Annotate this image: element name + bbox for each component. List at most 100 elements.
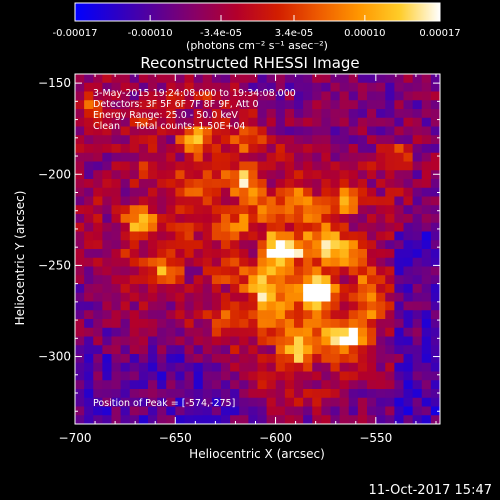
x-tick-label: −650 bbox=[159, 431, 192, 445]
heatmap-cell bbox=[239, 301, 249, 311]
heatmap-cell bbox=[266, 380, 277, 390]
heatmap-cell bbox=[166, 319, 176, 329]
heatmap-cell bbox=[148, 266, 158, 276]
heatmap-cell bbox=[120, 327, 131, 337]
heatmap-cell bbox=[376, 240, 386, 250]
heatmap-cell bbox=[148, 187, 158, 197]
heatmap-cell bbox=[430, 310, 441, 320]
heatmap-cell bbox=[129, 135, 140, 145]
heatmap-cell bbox=[430, 214, 441, 224]
heatmap-cell bbox=[202, 100, 213, 110]
heatmap-cell bbox=[193, 117, 204, 127]
heatmap-cell bbox=[193, 292, 204, 302]
heatmap-cell bbox=[430, 74, 441, 84]
heatmap-cell bbox=[248, 292, 258, 302]
heatmap-cell bbox=[248, 135, 258, 145]
heatmap-cell bbox=[221, 214, 231, 224]
heatmap-cell bbox=[120, 117, 131, 127]
heatmap-cell bbox=[202, 327, 213, 337]
heatmap-cell bbox=[321, 284, 331, 294]
heatmap-cell bbox=[102, 389, 112, 399]
heatmap-cell bbox=[75, 284, 85, 294]
heatmap-cell bbox=[412, 380, 423, 390]
heatmap-cell bbox=[430, 389, 441, 399]
heatmap-cell bbox=[138, 362, 149, 372]
heatmap-cell bbox=[230, 205, 240, 215]
heatmap-cell bbox=[385, 109, 395, 119]
heatmap-cell bbox=[321, 161, 331, 171]
x-axis-label: Heliocentric X (arcsec) bbox=[189, 447, 325, 461]
heatmap-cell bbox=[257, 389, 268, 399]
heatmap-cell bbox=[248, 284, 258, 294]
heatmap-cell bbox=[120, 354, 131, 364]
heatmap-cell bbox=[348, 196, 359, 206]
heatmap-cell bbox=[257, 380, 268, 390]
heatmap-cell bbox=[157, 214, 167, 224]
heatmap-cell bbox=[421, 292, 432, 302]
heatmap-cell bbox=[284, 310, 295, 320]
heatmap-cell bbox=[239, 117, 249, 127]
heatmap-cell bbox=[430, 161, 441, 171]
heatmap-cell bbox=[339, 415, 350, 425]
heatmap-cell bbox=[357, 196, 368, 206]
heatmap-cell bbox=[84, 345, 94, 355]
heatmap-cell bbox=[221, 74, 231, 84]
heatmap-cell bbox=[348, 257, 359, 267]
chart-title: Reconstructed RHESSI Image bbox=[140, 54, 359, 72]
heatmap-cell bbox=[403, 371, 414, 381]
heatmap-cell bbox=[412, 126, 423, 136]
heatmap-cell bbox=[321, 301, 331, 311]
heatmap-cell bbox=[330, 74, 341, 84]
heatmap-cell bbox=[421, 240, 432, 250]
heatmap-cell bbox=[312, 135, 322, 145]
heatmap-cell bbox=[376, 397, 386, 407]
colorbar-gradient bbox=[74, 2, 441, 22]
heatmap-cell bbox=[120, 179, 131, 189]
heatmap-cell bbox=[75, 380, 85, 390]
heatmap-cell bbox=[257, 135, 268, 145]
heatmap-cell bbox=[75, 82, 85, 92]
heatmap-cell bbox=[339, 205, 350, 215]
heatmap-cell bbox=[294, 152, 304, 162]
heatmap-cell bbox=[221, 161, 231, 171]
heatmap-cell bbox=[367, 100, 377, 110]
heatmap-cell bbox=[412, 205, 423, 215]
heatmap-cell bbox=[312, 319, 322, 329]
heatmap-cell bbox=[367, 284, 377, 294]
heatmap-cell bbox=[367, 266, 377, 276]
heatmap-cell bbox=[248, 266, 258, 276]
heatmap-cell bbox=[421, 222, 432, 232]
heatmap-cell bbox=[75, 135, 85, 145]
heatmap-cell bbox=[348, 126, 359, 136]
heatmap-cell bbox=[303, 231, 313, 241]
heatmap-cell bbox=[221, 249, 231, 259]
heatmap-cell bbox=[303, 292, 313, 302]
heatmap-cell bbox=[93, 266, 103, 276]
heatmap-cell bbox=[367, 214, 377, 224]
heatmap-cell bbox=[357, 266, 368, 276]
heatmap-cell bbox=[248, 310, 258, 320]
heatmap-cell bbox=[211, 371, 222, 381]
heatmap-cell bbox=[348, 415, 359, 425]
heatmap-cell bbox=[193, 371, 204, 381]
heatmap-cell bbox=[321, 240, 331, 250]
heatmap-cell bbox=[385, 301, 395, 311]
heatmap-cell bbox=[120, 249, 131, 259]
heatmap-cell bbox=[138, 74, 149, 84]
heatmap-cell bbox=[266, 196, 277, 206]
heatmap-cell bbox=[294, 240, 304, 250]
heatmap-cell bbox=[84, 117, 94, 127]
heatmap-cell bbox=[266, 187, 277, 197]
heatmap-cell bbox=[412, 406, 423, 416]
heatmap-cell bbox=[403, 100, 414, 110]
heatmap-cell bbox=[184, 336, 195, 346]
heatmap-cell bbox=[202, 249, 213, 259]
heatmap-cell bbox=[75, 415, 85, 425]
heatmap-cell bbox=[111, 91, 122, 101]
heatmap-cell bbox=[303, 336, 313, 346]
heatmap-cell bbox=[312, 91, 322, 101]
heatmap-cell bbox=[430, 292, 441, 302]
heatmap-cell bbox=[111, 275, 122, 285]
heatmap-cell bbox=[202, 74, 213, 84]
heatmap-cell bbox=[221, 301, 231, 311]
